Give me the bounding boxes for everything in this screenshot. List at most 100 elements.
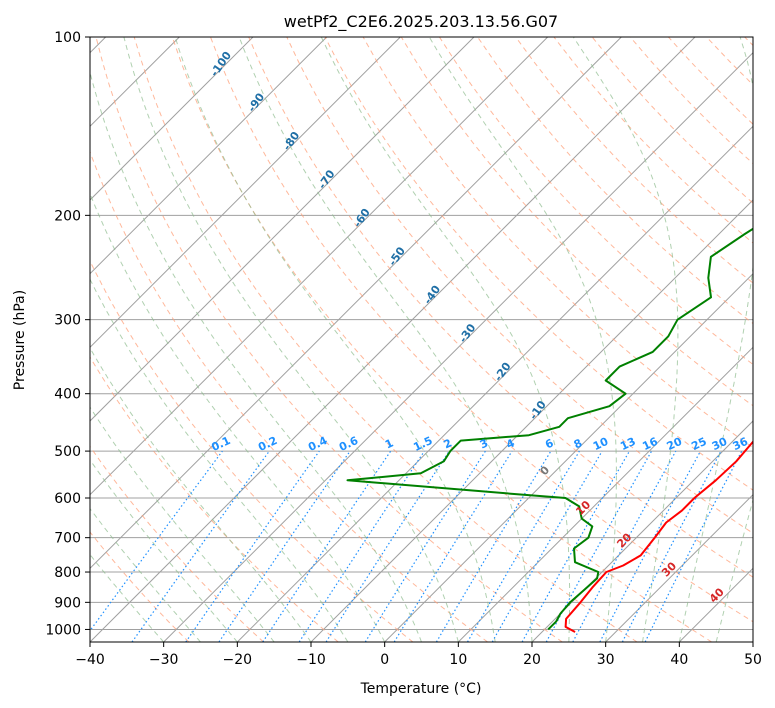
y-axis: 100 200 300 400 500 600 700 800 900 1000 — [45, 30, 90, 638]
x-tick-label: −40 — [75, 652, 105, 668]
isotherm-line — [236, 125, 753, 642]
mixing-ratio-label: 13 — [618, 435, 637, 453]
isotherm-line — [384, 272, 753, 642]
mixing-ratio-line — [325, 450, 450, 642]
x-tick-label: −20 — [223, 652, 253, 668]
isotherm-line — [163, 51, 753, 642]
mixing-ratio-line — [90, 450, 223, 632]
sounding-profiles — [346, 227, 753, 633]
moist-adiabat — [320, 37, 571, 642]
temperature-profile — [564, 440, 753, 633]
dry-adiabat — [515, 37, 753, 284]
isotherm-line — [531, 420, 753, 642]
dry-adiabat — [248, 37, 753, 578]
moist-adiabat — [90, 347, 312, 642]
x-tick-label: 0 — [380, 652, 389, 668]
dry-adiabat — [90, 531, 190, 642]
dry-adiabat — [95, 37, 563, 642]
mixing-ratio-line — [644, 450, 743, 642]
mixing-ratio-line — [131, 450, 270, 642]
moist-adiabats — [90, 37, 753, 642]
x-tick-label: 20 — [523, 652, 541, 668]
isotherm-line — [90, 37, 622, 570]
dry-adiabat — [744, 37, 753, 47]
dry-adiabat — [668, 37, 753, 125]
mixing-ratio-label: 30 — [710, 435, 730, 453]
mixing-ratio-label: 1 — [383, 436, 395, 451]
moist-adiabat — [572, 37, 679, 642]
moist-adiabat — [90, 70, 422, 642]
moist-adiabat — [123, 37, 459, 642]
x-tick-label: 10 — [449, 652, 467, 668]
dry-adiabat-label: -50 — [386, 244, 408, 268]
mixing-ratio-line — [393, 450, 513, 642]
moist-adiabat — [90, 192, 386, 642]
mixing-ratio-line — [364, 450, 486, 642]
dry-adiabat — [171, 37, 712, 642]
y-tick-label: 600 — [54, 491, 81, 507]
dry-adiabat-label: -30 — [456, 321, 478, 345]
x-axis: −40 −30 −20 −10 0 10 20 30 40 50 — [75, 642, 762, 668]
mixing-ratio-label: 16 — [640, 435, 660, 453]
dry-adiabats — [90, 37, 753, 642]
mixing-ratio-line — [218, 450, 351, 642]
moist-adiabat — [90, 459, 238, 642]
isotherm-line — [310, 199, 753, 642]
mixing-ratio-label: 4 — [504, 436, 517, 451]
mixing-ratio-label: 25 — [689, 435, 708, 453]
mixing-ratio-label: 10 — [591, 435, 611, 453]
mixing-ratio-lines — [90, 450, 743, 642]
dry-adiabat-label: -60 — [351, 206, 373, 230]
chart-title: wetPf2_C2E6.2025.203.13.56.G07 — [284, 12, 558, 32]
moist-adiabat — [90, 278, 349, 642]
isotherm-line — [678, 567, 753, 642]
moist-adiabat — [678, 37, 753, 642]
y-tick-label: 800 — [54, 565, 81, 581]
isotherm-line — [90, 37, 475, 422]
y-tick-label: 300 — [54, 313, 81, 329]
isotherm-line — [90, 37, 549, 496]
moist-adiabat — [238, 37, 533, 642]
isobar-grid — [90, 37, 753, 630]
x-tick-label: −10 — [296, 652, 326, 668]
moist-adiabat-label: 10 — [573, 498, 593, 518]
dry-adiabat-label: -10 — [527, 398, 549, 422]
dewpoint-profile — [346, 227, 753, 631]
x-tick-label: 30 — [597, 652, 615, 668]
isotherm-line — [457, 346, 753, 642]
mixing-ratio-line — [262, 450, 392, 642]
mixing-ratio-line — [298, 450, 425, 642]
dry-adiabat — [90, 356, 339, 642]
mixing-ratio-line — [466, 450, 580, 642]
plot-frame — [89, 36, 754, 643]
isotherm-line — [90, 37, 254, 201]
y-tick-label: 700 — [54, 531, 81, 547]
dry-adiabat — [400, 37, 753, 407]
y-tick-label: 400 — [54, 387, 81, 403]
isotherm-line — [90, 37, 696, 642]
dry-adiabat — [438, 37, 753, 366]
dry-adiabat-label: -40 — [421, 283, 443, 307]
mixing-ratio-line — [435, 450, 552, 642]
y-tick-label: 1000 — [45, 622, 81, 638]
x-axis-label: Temperature (°C) — [360, 681, 482, 697]
dry-adiabat-label: -70 — [316, 167, 338, 191]
moist-adiabat — [90, 553, 165, 642]
x-tick-label: −30 — [149, 652, 179, 668]
moist-adiabat — [715, 497, 753, 642]
mixing-ratio-line — [185, 450, 320, 642]
moist-adiabat — [90, 406, 275, 642]
dry-adiabat — [90, 150, 488, 642]
mixing-ratio-label: 20 — [665, 435, 685, 453]
dry-adiabat — [286, 37, 753, 534]
mixing-ratio-line — [521, 450, 631, 642]
y-tick-label: 200 — [54, 208, 81, 224]
mixing-ratio-label: 36 — [731, 435, 751, 453]
y-tick-label: 900 — [54, 595, 81, 611]
mixing-ratio-line — [545, 450, 653, 642]
isotherm-line — [605, 493, 753, 642]
dry-adiabat-label: -90 — [245, 90, 267, 114]
moist-adiabat-label: 20 — [614, 530, 634, 550]
y-axis-label: Pressure (hPa) — [12, 290, 28, 390]
